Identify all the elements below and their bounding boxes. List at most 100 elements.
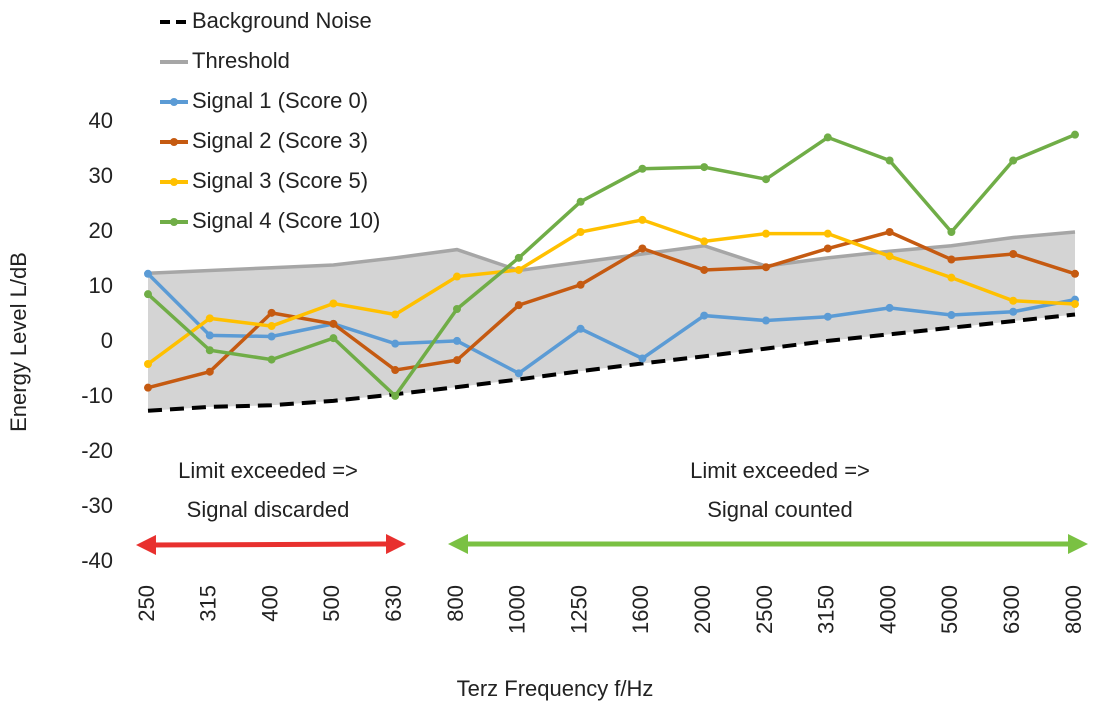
data-point	[638, 244, 647, 253]
data-point	[267, 355, 276, 364]
data-point	[1009, 296, 1018, 305]
x-tick-label: 250	[134, 585, 159, 622]
y-tick-label: 10	[89, 273, 113, 298]
data-point	[576, 228, 585, 236]
series-line	[146, 133, 1076, 399]
data-point	[823, 244, 832, 253]
data-point	[885, 228, 894, 236]
data-point	[576, 280, 585, 289]
x-tick-label: 4000	[875, 585, 900, 634]
data-point	[1009, 250, 1018, 258]
data-point	[514, 265, 523, 274]
data-point	[453, 336, 461, 345]
data-point	[144, 360, 152, 368]
data-point	[638, 215, 647, 224]
legend-marker	[170, 218, 178, 226]
data-point	[329, 299, 338, 308]
plot	[144, 130, 1079, 413]
data-point	[267, 308, 276, 317]
data-point	[329, 334, 338, 343]
data-point	[144, 269, 152, 278]
data-point	[267, 332, 276, 341]
y-axis-title: Energy Level L/dB	[6, 252, 31, 432]
data-point	[762, 316, 770, 325]
x-tick-label: 400	[257, 585, 282, 622]
data-point	[762, 229, 770, 238]
data-point	[947, 273, 956, 282]
data-point	[823, 229, 832, 238]
data-point	[205, 331, 214, 340]
data-point	[576, 324, 585, 333]
annotation: Limit exceeded =>	[178, 458, 358, 483]
data-point	[391, 339, 400, 348]
x-tick-label: 500	[319, 585, 344, 622]
data-point	[700, 311, 709, 320]
data-point	[144, 383, 152, 392]
data-point	[947, 311, 956, 320]
data-point	[762, 175, 770, 184]
x-tick-label: 3150	[814, 585, 839, 634]
data-point	[638, 164, 647, 173]
data-point	[885, 156, 894, 165]
legend-label: Signal 1 (Score 0)	[192, 88, 368, 113]
y-tick-label: 30	[89, 163, 113, 188]
data-point	[144, 290, 152, 299]
series-line	[146, 272, 1076, 376]
series-line	[147, 230, 1076, 275]
x-tick-label: 1600	[628, 585, 653, 634]
data-point	[762, 263, 770, 272]
x-tick-label: 1250	[566, 585, 591, 634]
data-point	[1071, 130, 1079, 139]
data-point	[700, 237, 709, 246]
series-line	[146, 218, 1076, 366]
series-line	[147, 230, 1076, 390]
data-point	[514, 369, 523, 378]
legend-label: Signal 4 (Score 10)	[192, 208, 380, 233]
y-tick-label: 40	[89, 108, 113, 133]
data-point	[947, 228, 956, 236]
data-point	[1071, 300, 1079, 309]
data-point	[514, 253, 523, 262]
data-point	[823, 312, 832, 321]
legend-marker	[170, 138, 178, 146]
legend-marker	[170, 178, 178, 186]
x-tick-label: 800	[443, 585, 468, 622]
data-point	[453, 305, 461, 313]
legend-label: Signal 2 (Score 3)	[192, 128, 368, 153]
arrow	[136, 534, 406, 555]
data-point	[885, 252, 894, 261]
legend-label: Signal 3 (Score 5)	[192, 168, 368, 193]
legend-label: Threshold	[192, 48, 290, 73]
data-point	[453, 272, 461, 281]
data-point	[885, 303, 894, 312]
data-point	[700, 163, 709, 172]
data-point	[947, 255, 956, 264]
x-tick-label: 2500	[752, 585, 777, 634]
data-point	[391, 391, 400, 400]
data-point	[391, 366, 400, 375]
x-tick-label: 5000	[937, 585, 962, 634]
x-tick-label: 315	[196, 585, 221, 622]
y-tick-label: -20	[81, 438, 113, 463]
annotation: Signal counted	[707, 497, 853, 522]
y-tick-label: -30	[81, 493, 113, 518]
y-tick-label: 20	[89, 218, 113, 243]
data-point	[1071, 269, 1079, 278]
data-point	[638, 354, 647, 363]
data-point	[823, 133, 832, 142]
data-point	[267, 322, 276, 331]
y-tick-label: -40	[81, 548, 113, 573]
annotation: Limit exceeded =>	[690, 458, 870, 483]
x-tick-label: 6300	[999, 585, 1024, 634]
data-point	[329, 319, 338, 328]
x-tick-label: 2000	[690, 585, 715, 634]
x-tick-label: 630	[381, 585, 406, 622]
data-point	[205, 367, 214, 376]
annotation: Signal discarded	[187, 497, 350, 522]
data-point	[391, 310, 400, 319]
x-tick-label: 8000	[1061, 585, 1086, 634]
data-point	[576, 197, 585, 206]
y-tick-label: -10	[81, 383, 113, 408]
series-line	[147, 312, 1076, 413]
x-axis-title: Terz Frequency f/Hz	[457, 676, 654, 701]
